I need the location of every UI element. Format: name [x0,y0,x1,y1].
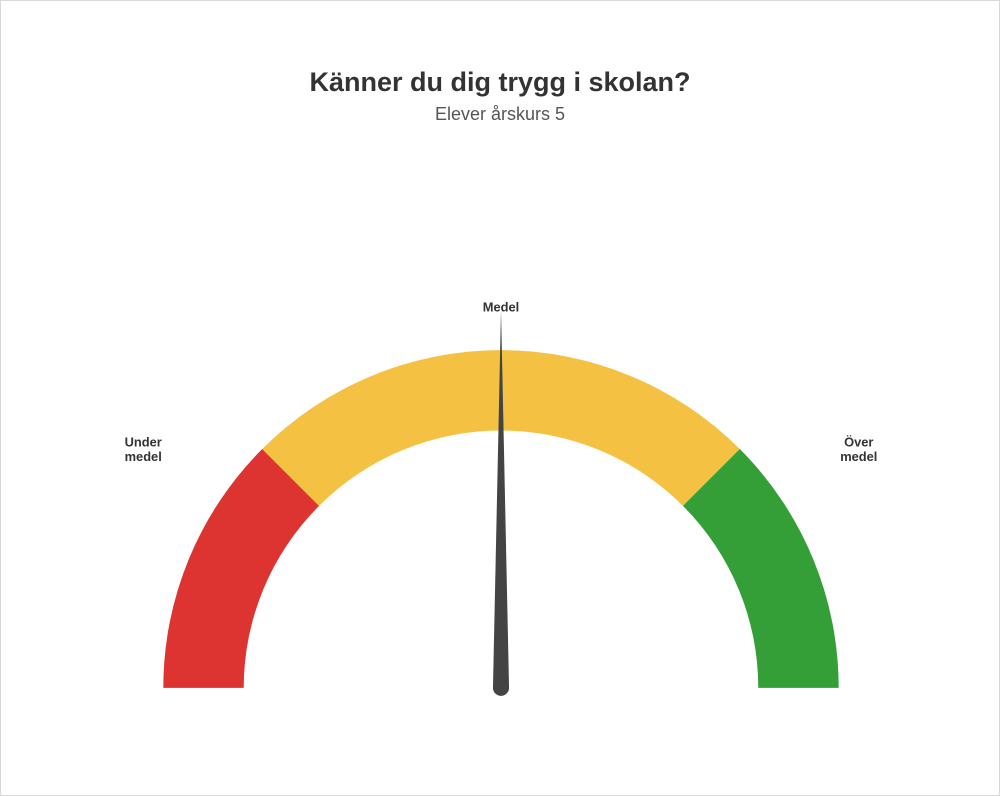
gauge-segment-2 [683,449,839,688]
chart-frame: Känner du dig trygg i skolan? Elever års… [0,0,1000,796]
gauge-chart: UndermedelMedelÖvermedel [1,125,1000,765]
chart-title: Känner du dig trygg i skolan? [1,67,999,98]
chart-subtitle: Elever årskurs 5 [1,104,999,125]
gauge-label-left: Under [125,435,162,450]
gauge-needle-hub [493,680,509,696]
gauge-label-right-2: medel [840,449,877,464]
gauge-label-top: Medel [483,300,519,315]
gauge-label-right: Över [844,435,873,450]
gauge-segment-0 [163,449,319,688]
gauge-label-left-2: medel [125,449,162,464]
